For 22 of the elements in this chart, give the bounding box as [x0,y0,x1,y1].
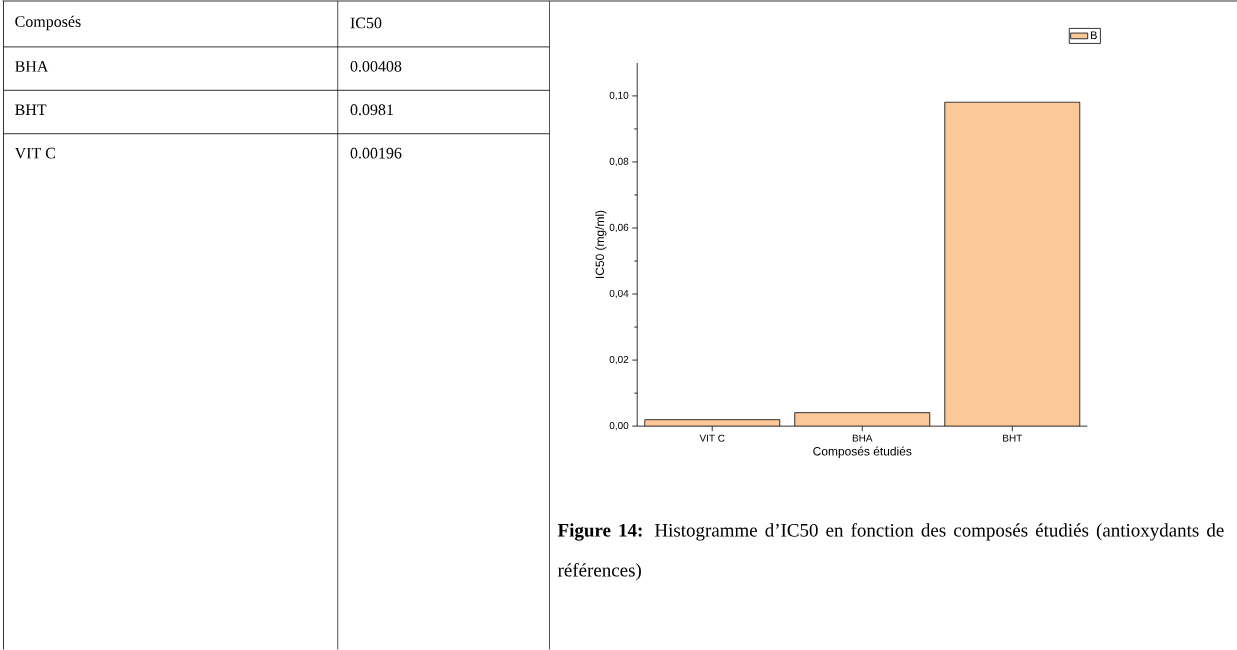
text: Figure 14: Histogramme d’IC50 en fonction des composés étudiés (antioxydants de références) [557,523,1224,581]
y-tick-label: 0,02 [609,356,629,365]
text: 0.00408 [350,61,402,72]
bar [944,101,1081,427]
text: BHA [15,61,49,72]
text: IC50 [350,17,382,29]
x-tick-label: VIT C [699,434,725,442]
y-axis-title: IC50 (mg/ml) [595,210,607,279]
x-tick-label: BHA [852,434,873,442]
text: 0.00196 [350,147,402,159]
y-tick-label: 0,06 [609,224,629,233]
x-axis-title: Composés étudiés [813,446,912,459]
y-tick-label: 0,08 [609,157,629,167]
y-tick-label: 0,10 [609,91,629,101]
text: BHT [15,104,47,116]
y-tick-label: 0,00 [609,422,629,431]
y-tick-label: 0,04 [609,290,629,299]
text: Composés [15,15,81,31]
legend-label: B [1091,31,1097,40]
text: VIT C [14,147,56,159]
text: 0.0981 [350,104,393,116]
x-tick-label: BHT [1003,434,1023,442]
